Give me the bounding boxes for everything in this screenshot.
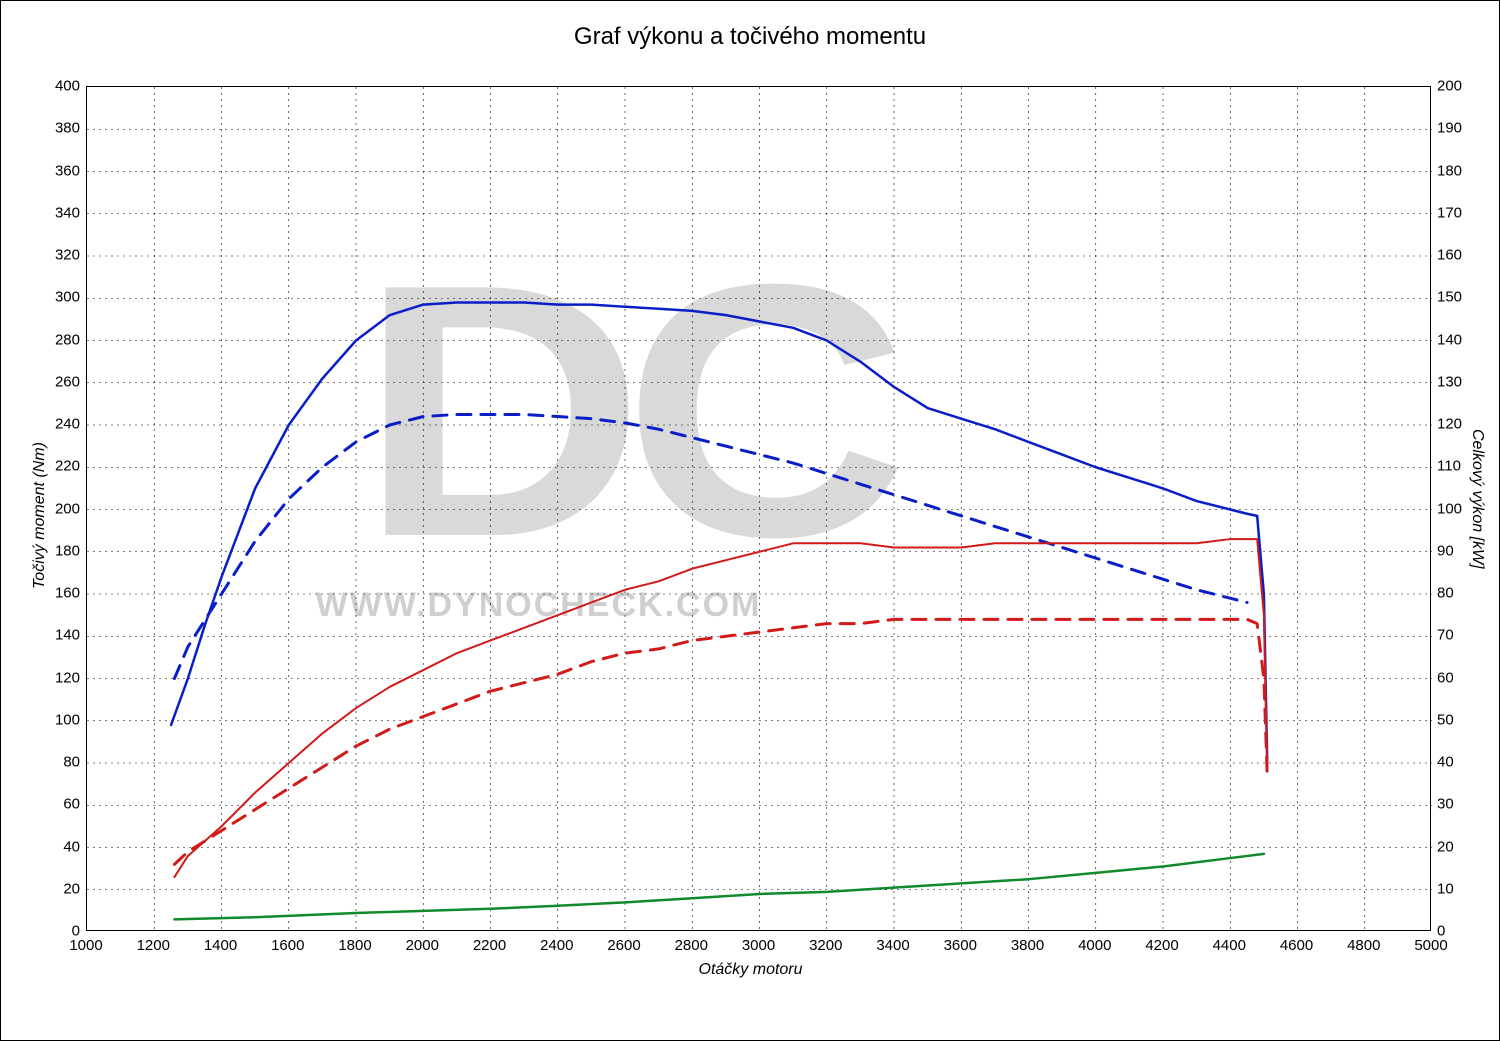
x-tick-label: 3600 — [944, 937, 977, 954]
x-tick-label: 2600 — [607, 937, 640, 954]
y-right-tick-label: 120 — [1437, 416, 1462, 433]
y-right-tick-label: 190 — [1437, 120, 1462, 137]
y-right-tick-label: 200 — [1437, 78, 1462, 95]
y-left-tick-label: 0 — [68, 923, 80, 940]
y-right-tick-label: 130 — [1437, 373, 1462, 390]
y-left-tick-label: 100 — [52, 711, 80, 728]
x-tick-label: 1600 — [271, 937, 304, 954]
x-tick-label: 3800 — [1011, 937, 1044, 954]
x-tick-label: 2200 — [473, 937, 506, 954]
y-right-tick-label: 80 — [1437, 585, 1454, 602]
y-right-tick-label: 20 — [1437, 838, 1454, 855]
y-left-tick-label: 280 — [52, 331, 80, 348]
x-tick-label: 3200 — [809, 937, 842, 954]
x-tick-label: 2000 — [406, 937, 439, 954]
y-left-tick-label: 220 — [52, 458, 80, 475]
chart-title: Graf výkonu a točivého momentu — [1, 23, 1499, 51]
y-right-tick-label: 100 — [1437, 500, 1462, 517]
y-left-tick-label: 140 — [52, 627, 80, 644]
y-right-tick-label: 150 — [1437, 289, 1462, 306]
series-torque_tuned — [171, 302, 1267, 763]
y-right-tick-label: 0 — [1437, 923, 1445, 940]
x-tick-label: 1800 — [338, 937, 371, 954]
series-svg — [87, 87, 1432, 932]
y-left-tick-label: 40 — [60, 838, 80, 855]
series-power_tuned — [174, 539, 1267, 877]
y-right-tick-label: 160 — [1437, 247, 1462, 264]
y-left-tick-label: 260 — [52, 373, 80, 390]
y-right-tick-label: 180 — [1437, 162, 1462, 179]
y-right-tick-label: 170 — [1437, 204, 1462, 221]
x-tick-label: 2400 — [540, 937, 573, 954]
x-tick-label: 1000 — [69, 937, 102, 954]
y-left-tick-label: 60 — [60, 796, 80, 813]
x-axis-label: Otáčky motoru — [699, 961, 803, 979]
y-right-tick-label: 60 — [1437, 669, 1454, 686]
x-tick-label: 5000 — [1414, 937, 1447, 954]
y-left-tick-label: 380 — [52, 120, 80, 137]
y-left-tick-label: 80 — [60, 754, 80, 771]
y-right-tick-label: 30 — [1437, 796, 1454, 813]
y-right-tick-label: 90 — [1437, 542, 1454, 559]
plot-area: DC WWW.DYNOCHECK.COM — [86, 86, 1431, 931]
y-right-tick-label: 50 — [1437, 711, 1454, 728]
y-right-axis-label: Celkový výkon [kW] — [1468, 429, 1486, 569]
y-left-tick-label: 240 — [52, 416, 80, 433]
y-left-tick-label: 180 — [52, 542, 80, 559]
y-left-tick-label: 320 — [52, 247, 80, 264]
y-left-axis-label: Točivý moment (Nm) — [31, 442, 49, 589]
y-left-tick-label: 300 — [52, 289, 80, 306]
y-left-tick-label: 340 — [52, 204, 80, 221]
y-left-tick-label: 120 — [52, 669, 80, 686]
y-left-tick-label: 360 — [52, 162, 80, 179]
x-tick-label: 4600 — [1280, 937, 1313, 954]
y-left-tick-label: 20 — [60, 880, 80, 897]
y-left-tick-label: 200 — [52, 500, 80, 517]
y-right-tick-label: 110 — [1437, 458, 1461, 475]
x-tick-label: 1400 — [204, 937, 237, 954]
series-power_stock — [174, 619, 1267, 864]
y-left-tick-label: 400 — [52, 78, 80, 95]
x-tick-label: 4000 — [1078, 937, 1111, 954]
y-right-tick-label: 10 — [1437, 880, 1454, 897]
x-tick-label: 1200 — [137, 937, 170, 954]
x-tick-label: 3400 — [876, 937, 909, 954]
y-right-tick-label: 40 — [1437, 754, 1454, 771]
x-tick-label: 4200 — [1145, 937, 1178, 954]
x-tick-label: 4400 — [1213, 937, 1246, 954]
outer-frame: Graf výkonu a točivého momentu DC WWW.DY… — [0, 0, 1500, 1041]
x-tick-label: 2800 — [675, 937, 708, 954]
series-loss — [174, 854, 1263, 919]
y-right-tick-label: 140 — [1437, 331, 1462, 348]
x-tick-label: 4800 — [1347, 937, 1380, 954]
y-right-tick-label: 70 — [1437, 627, 1454, 644]
y-left-tick-label: 160 — [52, 585, 80, 602]
x-tick-label: 3000 — [742, 937, 775, 954]
